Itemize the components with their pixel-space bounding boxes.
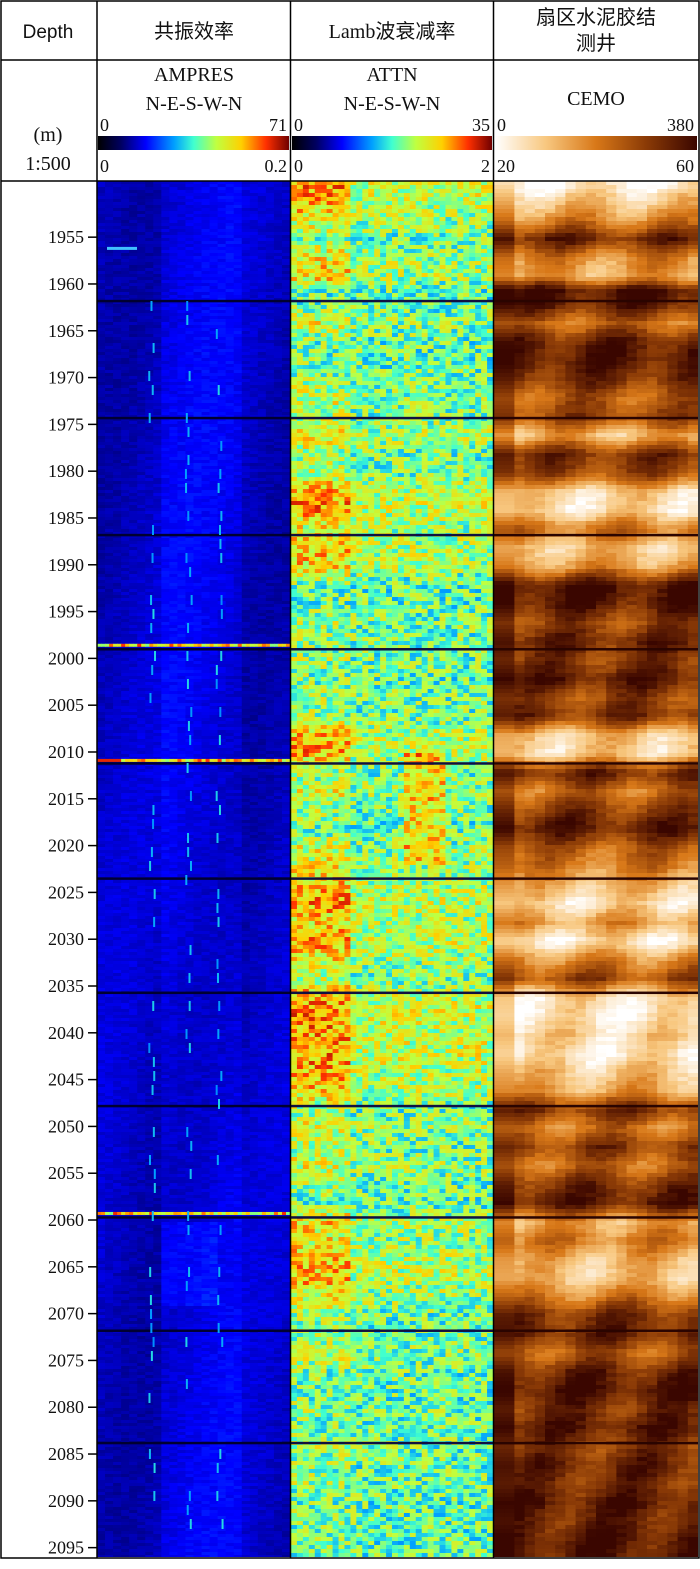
cemo-palette-max: 380	[667, 115, 694, 135]
ampres-palette-min: 0	[100, 115, 109, 135]
depth-tick-label: 1995	[48, 602, 84, 622]
attn-curve-name: ATTN	[366, 64, 417, 86]
attn-palette-min: 0	[294, 115, 303, 135]
ampres-collar-line	[97, 534, 290, 537]
attn-axis-max: 2	[481, 156, 490, 176]
ampres-collar-line	[97, 762, 290, 765]
attn-collar-line	[291, 1105, 493, 1108]
attn-collar-line	[291, 534, 493, 537]
attn-collar-line	[291, 417, 493, 420]
depth-tick-label: 1970	[48, 368, 84, 388]
cemo-collar-line	[494, 534, 698, 537]
cemo-collar-line	[494, 1216, 698, 1219]
cemo-axis-min: 20	[497, 156, 515, 176]
cemo-axis-max: 60	[676, 156, 694, 176]
ampres-orientation: N-E-S-W-N	[146, 93, 243, 115]
depth-tick-label: 2035	[48, 976, 84, 996]
depth-tick-label: 1975	[48, 414, 84, 434]
depth-tick-label: 1960	[48, 274, 84, 294]
depth-tick-label: 2015	[48, 789, 84, 809]
depth-tick-label: 2020	[48, 836, 84, 856]
attn-image-track	[291, 181, 494, 1557]
depth-axis: 1955 1960 1965 1970 1975 1980 1985 1990 1995 2000…	[48, 227, 97, 1557]
depth-tick-label: 1985	[48, 508, 84, 528]
ampres-collar-line	[97, 1216, 290, 1219]
attn-axis-min: 0	[294, 156, 303, 176]
cemo-color-bar	[495, 136, 697, 150]
ampres-axis-max: 0.2	[265, 156, 288, 176]
depth-tick-label: 2045	[48, 1070, 84, 1090]
depth-unit: (m)	[34, 124, 63, 146]
depth-tick-label: 2070	[48, 1304, 84, 1324]
attn-collar-line	[291, 648, 493, 651]
ampres-collar-line	[97, 877, 290, 880]
depth-tick-label: 2055	[48, 1163, 84, 1183]
depth-tick-label: 2005	[48, 695, 84, 715]
attn-color-bar	[292, 136, 492, 150]
depth-tick-label: 2060	[48, 1210, 84, 1230]
depth-tick-label: 1980	[48, 461, 84, 481]
depth-tick-label: 2025	[48, 882, 84, 902]
ampres-collar-line	[97, 1329, 290, 1332]
ampres-image-track	[97, 181, 291, 1558]
cemo-collar-line	[494, 1329, 698, 1332]
attn-collar-line	[291, 1216, 493, 1219]
attn-collar-line	[291, 1442, 493, 1445]
cemo-collar-line	[494, 300, 698, 303]
attn-collar-line	[291, 992, 493, 995]
ampres-axis-min: 0	[100, 156, 109, 176]
cemo-image-track	[494, 181, 699, 1557]
cemo-collar-line	[494, 762, 698, 765]
ampres-collar-line	[97, 1442, 290, 1445]
ampres-collar-line	[97, 300, 290, 303]
depth-tick-label: 2050	[48, 1116, 84, 1136]
attn-palette-max: 35	[472, 115, 490, 135]
ampres-palette-max: 71	[269, 115, 287, 135]
ampres-track-title: 共振效率	[154, 20, 234, 43]
ampres-color-bar	[98, 136, 289, 150]
cemo-collar-line	[494, 992, 698, 995]
depth-tick-label: 2010	[48, 742, 84, 762]
depth-tick-label: 2065	[48, 1257, 84, 1277]
depth-tick-label: 2095	[48, 1538, 84, 1558]
ampres-collar-line	[97, 1105, 290, 1108]
cemo-curve-name: CEMO	[567, 88, 625, 110]
attn-collar-line	[291, 762, 493, 765]
depth-header: Depth	[23, 22, 74, 43]
ampres-curve-name: AMPRES	[154, 64, 234, 86]
attn-collar-line	[291, 300, 493, 303]
ampres-collar-line	[97, 992, 290, 995]
ampres-anomaly-mark	[107, 247, 137, 250]
depth-tick-label: 1965	[48, 321, 84, 341]
cemo-collar-line	[494, 877, 698, 880]
cemo-collar-line	[494, 648, 698, 651]
attn-orientation: N-E-S-W-N	[344, 93, 441, 115]
depth-tick-label: 2030	[48, 929, 84, 949]
ampres-collar-line	[97, 417, 290, 420]
attn-collar-line	[291, 877, 493, 880]
attn-collar-line	[291, 1329, 493, 1332]
depth-tick-label: 2085	[48, 1444, 84, 1464]
depth-tick-label: 2000	[48, 648, 84, 668]
cemo-collar-line	[494, 417, 698, 420]
depth-tick-label: 2080	[48, 1397, 84, 1417]
ampres-collar-line	[97, 648, 290, 651]
depth-scale: 1:500	[25, 153, 71, 175]
cemo-track-title-line2: 测井	[576, 32, 616, 55]
attn-track-title: Lamb波衰减率	[329, 20, 456, 43]
depth-tick-label: 2090	[48, 1491, 84, 1511]
depth-tick-label: 1955	[48, 227, 84, 247]
cemo-collar-line	[494, 1105, 698, 1108]
cemo-track-title-line1: 扇区水泥胶结	[536, 6, 656, 29]
cemo-palette-min: 0	[497, 115, 506, 135]
depth-tick-label: 2040	[48, 1023, 84, 1043]
cemo-collar-line	[494, 1442, 698, 1445]
depth-tick-label: 1990	[48, 555, 84, 575]
depth-tick-label: 2075	[48, 1350, 84, 1370]
